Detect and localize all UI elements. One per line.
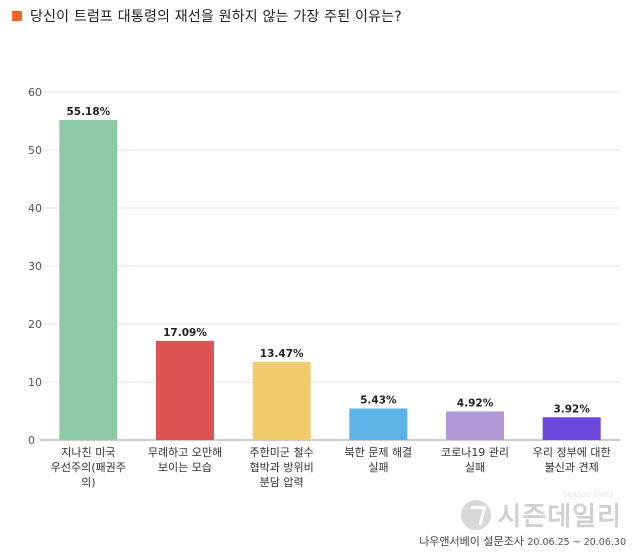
x-category-label-5-line-1: 코로나19 관리 [441, 446, 509, 459]
x-category-label-1-line-1: 지나친 미국 [61, 446, 115, 459]
x-category-label-3-line-2: 협박과 방위비 [250, 461, 314, 474]
x-category-label-2-line-2: 보이는 모습 [158, 461, 212, 474]
bar-value-label-3: 13.47% [260, 348, 304, 360]
brand-logo-text: 시즌데일리 [497, 502, 622, 532]
y-tick-label-40: 40 [28, 202, 42, 215]
logo-subtitle: Season Daily [562, 490, 614, 499]
source-name: 나우앤서베이 설문조사 [419, 535, 524, 548]
x-category-label-3-line-1: 주한미군 철수 [250, 446, 314, 459]
x-category-label-4-line-1: 북한 문제 해결 [344, 445, 412, 459]
x-category-label-6-line-1: 우리 정부에 대한 [533, 446, 611, 459]
chart-title-bar: 당신이 트럼프 대통령의 재선을 원하지 않는 가장 주된 이유는? [12, 6, 402, 26]
y-tick-label-20: 20 [28, 318, 42, 331]
y-tick-label-10: 10 [28, 376, 42, 389]
title-marker-icon [12, 11, 22, 21]
y-tick-label-30: 30 [28, 260, 42, 273]
bar-5 [446, 411, 504, 440]
survey-source: 나우앤서베이 설문조사 20.06.25 ~ 20.06.30 [419, 533, 626, 549]
x-category-label-4-line-2: 실패 [368, 461, 388, 474]
y-tick-label-50: 50 [28, 144, 42, 157]
bar-6 [542, 417, 601, 440]
brand-logo: 시즌데일리 [461, 496, 622, 533]
x-category-label-3-line-3: 분담 압력 [260, 476, 304, 489]
x-category-label-1-line-2: 우선주의(패권주 [51, 461, 126, 474]
bar-value-label-5: 4.92% [457, 397, 494, 409]
bar-2 [156, 340, 214, 440]
x-category-label-2-line-1: 무례하고 오만해 [148, 445, 222, 459]
y-tick-label-60: 60 [28, 86, 42, 99]
brand-logo-icon [461, 499, 492, 530]
x-category-label-6-line-2: 불신과 견제 [545, 461, 599, 474]
x-category-label-5-line-2: 실패 [465, 461, 485, 474]
chart-title: 당신이 트럼프 대통령의 재선을 원하지 않는 가장 주된 이유는? [30, 9, 402, 25]
bar-value-label-1: 55.18% [66, 106, 110, 118]
bar-value-label-6: 3.92% [553, 403, 590, 415]
x-category-label-1-line-3: 의) [81, 476, 95, 489]
source-dates: 20.06.25 ~ 20.06.30 [527, 537, 626, 548]
bar-value-label-2: 17.09% [163, 327, 207, 339]
bar-value-label-4: 5.43% [360, 395, 397, 407]
bar-3 [252, 361, 311, 440]
bar-1 [59, 119, 118, 441]
bar-4 [349, 408, 408, 440]
y-tick-label-0: 0 [28, 434, 35, 447]
